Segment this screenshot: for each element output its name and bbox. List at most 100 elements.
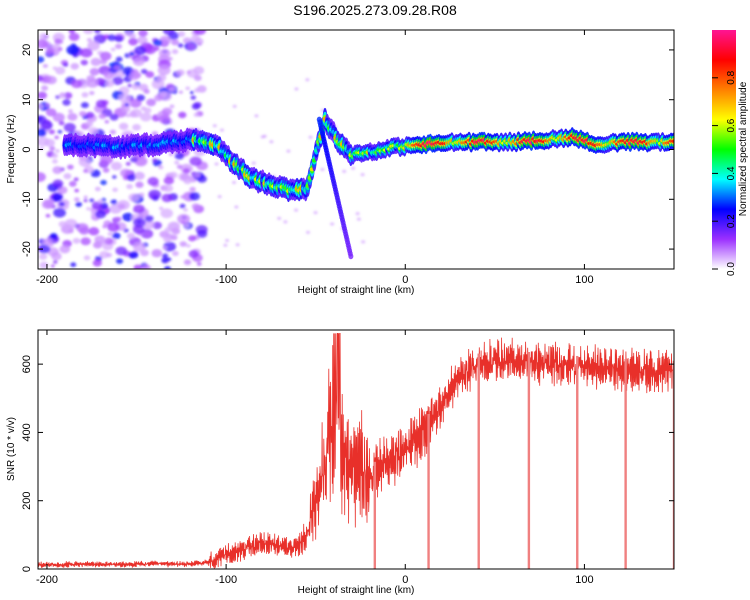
heatmap-cell: [121, 106, 131, 113]
heatmap-cell: [83, 169, 88, 173]
snr-dropout: [427, 413, 430, 569]
heatmap-cell: [168, 57, 173, 61]
colorbar-gradient: [712, 30, 736, 269]
heatmap-cell: [134, 156, 148, 167]
y-tick-label: 10: [21, 94, 33, 106]
colorbar: 0.0 0.2 0.4 0.6 0.8 Normalized spectral ampl…: [712, 30, 749, 276]
heatmap-cell: [154, 94, 163, 102]
heatmap-cell: [53, 207, 66, 218]
heatmap-cell: [127, 83, 133, 88]
heatmap-cell: [159, 35, 172, 45]
heatmap-cell: [146, 98, 157, 107]
snr-dropout: [624, 359, 627, 569]
heatmap-cell: [126, 183, 133, 190]
heatmap-cell: [294, 208, 299, 212]
heatmap-cell: [38, 172, 46, 183]
heatmap-cell: [63, 92, 73, 99]
y-tick-label: 600: [21, 355, 33, 373]
heatmap-cell: [86, 206, 91, 211]
heatmap-cell: [182, 37, 192, 44]
heatmap-cell: [71, 79, 83, 89]
heatmap-cell: [171, 49, 179, 55]
heatmap-cell: [93, 34, 107, 44]
heatmap-cell: [162, 253, 169, 259]
heatmap-cell: [133, 57, 145, 66]
x-tick-label: -100: [215, 274, 237, 286]
heatmap-cell: [125, 161, 131, 166]
heatmap-cell: [186, 70, 191, 74]
heatmap-cell: [64, 218, 78, 229]
heatmap-cell: [151, 249, 163, 258]
heatmap-cell: [189, 192, 201, 201]
heatmap-cell: [174, 160, 180, 165]
x-tick-label: 0: [402, 574, 408, 586]
heatmap-cell: [124, 30, 133, 37]
heatmap-cell: [153, 46, 160, 51]
heatmap-cell: [107, 34, 117, 42]
heatmap-cell: [111, 232, 121, 240]
heatmap-cell: [283, 220, 288, 224]
heatmap-cell: [72, 237, 81, 244]
heatmap-cell: [75, 201, 83, 207]
heatmap-cell: [63, 173, 72, 180]
heatmap-cell: [115, 246, 127, 256]
y-tick-label: -10: [21, 191, 33, 207]
heatmap-cell: [115, 56, 123, 62]
heatmap-cell: [177, 213, 191, 224]
heatmap-cell: [52, 193, 63, 202]
heatmap-cell: [188, 235, 197, 242]
heatmap-cell: [76, 223, 89, 233]
heatmap-cell: [163, 241, 177, 252]
x-tick-label: 100: [575, 274, 593, 286]
snr-dropout: [672, 360, 674, 569]
heatmap-cell: [68, 30, 76, 34]
heatmap-cell: [148, 189, 162, 200]
heatmap-cell: [45, 108, 57, 117]
heatmap-cell: [234, 205, 239, 209]
heatmap-cell: [87, 40, 100, 51]
heatmap-cell: [38, 39, 49, 49]
heatmap-cell: [133, 264, 143, 269]
heatmap-cell: [145, 71, 155, 78]
heatmap-cell: [47, 242, 54, 248]
heatmap-cell: [102, 224, 108, 229]
heatmap-cell: [193, 30, 207, 36]
heatmap-cell: [95, 99, 107, 108]
heatmap-cell: [164, 227, 172, 233]
heatmap-cell: [212, 124, 217, 128]
heatmap-cell: [42, 199, 54, 209]
heatmap-cell: [52, 166, 63, 174]
snr-xlabel: Height of straight line (km): [298, 585, 415, 596]
heatmap-cell: [143, 89, 150, 94]
heatmap-cell: [52, 112, 65, 123]
heatmap-cell: [138, 192, 145, 198]
heatmap-cell: [73, 177, 79, 182]
heatmap-cell: [185, 244, 191, 248]
heatmap-cell: [45, 103, 51, 107]
heatmap-cell: [132, 242, 146, 252]
colorbar-label: Normalized spectral amplitude: [738, 81, 749, 216]
heatmap-cell: [217, 195, 222, 199]
heatmap-cell: [132, 224, 145, 234]
heatmap-cell: [126, 174, 136, 182]
snr-series-line: [38, 333, 674, 569]
heatmap-cell: [225, 239, 230, 243]
heatmap-cell: [190, 95, 197, 100]
heatmap-cell: [183, 208, 188, 212]
heatmap-cell: [49, 146, 56, 151]
heatmap-cell: [112, 175, 117, 179]
heatmap-cell: [194, 37, 204, 46]
heatmap-cell: [95, 210, 107, 219]
heatmap-cell: [91, 201, 103, 210]
heatmap-cell: [45, 214, 51, 218]
heatmap-cell: [85, 111, 95, 119]
heatmap-cell: [191, 203, 200, 210]
heatmap-cell: [223, 243, 228, 247]
heatmap-cell: [351, 166, 356, 170]
heatmap-cell: [136, 94, 146, 102]
spectrogram-frame: [37, 29, 675, 270]
heatmap-cell: [124, 103, 129, 107]
heatmap-cell: [172, 250, 179, 257]
heatmap-cell: [232, 181, 237, 185]
heatmap-cell: [68, 109, 73, 113]
